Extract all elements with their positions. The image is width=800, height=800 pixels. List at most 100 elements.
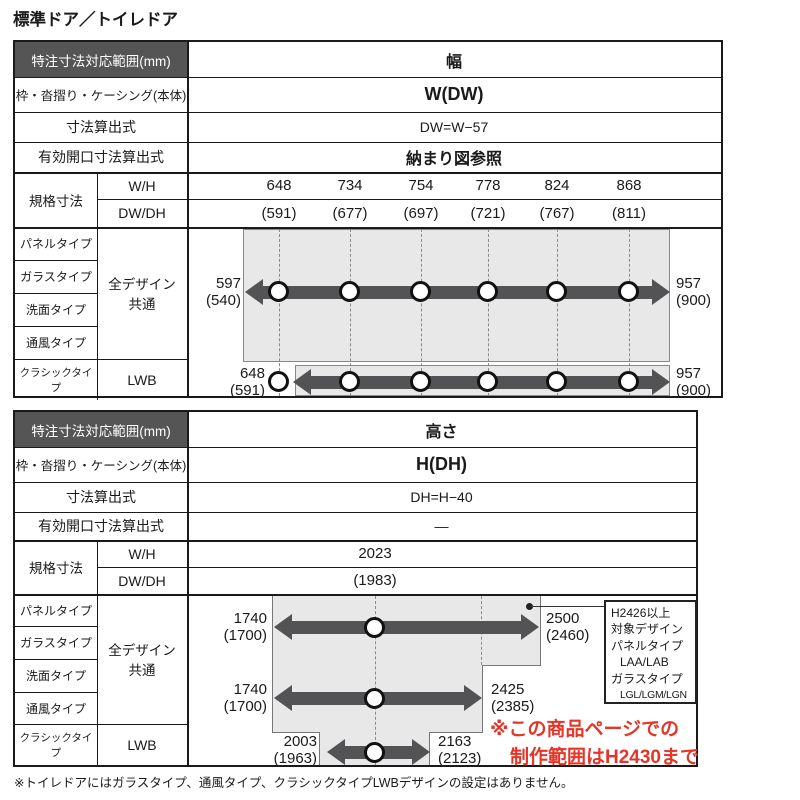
arrow-left-icon [327, 739, 345, 765]
width-spec-table: 特注寸法対応範囲(mm) 幅 枠・沓摺り・ケーシング(本体) W(DW) 寸法算… [13, 40, 723, 400]
callout-line: 対象デザイン [611, 622, 684, 637]
height-dimension-cell: 高さ [425, 423, 458, 441]
range-max-label: 2163 (2123) [438, 733, 514, 767]
range-min-label: 1740 (1700) [195, 610, 267, 644]
all-design-line2: 共通 [128, 663, 156, 678]
range-max: 957 [676, 275, 702, 292]
range-max: 2163 [438, 733, 472, 750]
frame-label: 枠・沓摺り・ケーシング(本体) [15, 89, 187, 103]
type-classic: クラシックタイプ [19, 731, 93, 759]
grid-line [97, 172, 98, 400]
callout-line: ガラスタイプ [611, 671, 683, 686]
range-max: 957 [676, 365, 702, 382]
dwdh-size: (767) [539, 204, 575, 222]
size-node [410, 371, 431, 392]
type-washroom: 洗面タイプ [25, 303, 86, 317]
arrow-right-icon [652, 369, 670, 395]
size-node [364, 617, 385, 638]
type-glass: ガラスタイプ [20, 636, 92, 650]
type-panel: パネルタイプ [19, 603, 92, 618]
dwdh-label: DW/DH [118, 205, 166, 221]
all-design-line2: 共通 [128, 297, 156, 312]
wh-size: 754 [408, 177, 434, 194]
range-min-label: 2003 (1963) [245, 733, 317, 767]
all-design-cell: 全デザイン 共通 [97, 227, 187, 359]
arrow-right-icon [521, 614, 539, 640]
formula-label: 寸法算出式 [66, 119, 136, 135]
type-classic: クラシックタイプ [19, 366, 93, 394]
all-design-line1: 全デザイン [108, 277, 176, 292]
red-note-line2: 制作範囲はH2430まで [510, 747, 699, 768]
arrow-left-icon [293, 369, 311, 395]
range-min-sub: (591) [229, 382, 265, 399]
callout-line: LAA/LAB [620, 655, 669, 670]
lwb-cell: LWB [127, 371, 157, 388]
dwdh-size: (811) [612, 204, 646, 222]
size-node [364, 742, 385, 763]
range-min-sub: (1963) [273, 750, 317, 767]
grid-line [15, 724, 187, 725]
grid-line [15, 447, 696, 448]
spec-range-header: 特注寸法対応範囲(mm) [15, 42, 187, 77]
callout-dot [526, 603, 533, 610]
red-note-line1: ※この商品ページでの [490, 719, 680, 740]
range-max: 2500 [546, 610, 580, 627]
size-node [339, 371, 360, 392]
range-max-sub: (900) [676, 382, 712, 399]
width-opening-cell: 納まり図参照 [405, 151, 502, 168]
width-formula-cell: DW=W−57 [419, 119, 489, 135]
wh-size: 2023 [358, 545, 392, 562]
size-node [268, 281, 289, 302]
grid-line [15, 172, 721, 174]
wh-size: 778 [475, 177, 501, 194]
dashed-guide [557, 229, 558, 396]
height-symbol-cell: H(DH) [416, 454, 467, 474]
range-max-sub: (2123) [438, 750, 482, 767]
range-max-label: 2425 (2385) [491, 681, 561, 715]
formula-label: 寸法算出式 [66, 489, 136, 505]
grid-line [15, 293, 97, 294]
dashed-guide [629, 229, 630, 396]
opening-formula-label: 有効開口寸法算出式 [38, 149, 164, 165]
region-outline [482, 665, 541, 666]
wh-label: W/H [128, 545, 156, 562]
region-outline [319, 732, 320, 765]
range-min: 2003 [283, 733, 317, 750]
dwdh-size: (721) [470, 204, 506, 222]
spec-range-header: 特注寸法対応範囲(mm) [15, 412, 187, 447]
type-vent: 通風タイプ [25, 701, 86, 716]
type-glass: ガラスタイプ [20, 270, 92, 284]
size-node [477, 281, 498, 302]
grid-line [15, 482, 696, 483]
dwdh-size: (677) [332, 204, 368, 222]
footnote: ※トイレドアにはガラスタイプ、通風タイプ、クラシックタイプLWBデザインの設定は… [14, 776, 574, 790]
all-design-line1: 全デザイン [108, 643, 176, 658]
grid-line [15, 77, 721, 78]
dashed-guide [375, 596, 376, 765]
size-node [364, 688, 385, 709]
range-max-label: 2500 (2460) [546, 610, 616, 644]
callout-line: パネルタイプ [611, 638, 684, 653]
range-min-sub: (1700) [223, 627, 267, 644]
size-node [618, 281, 639, 302]
callout-line: LGL/LGM/LGN [620, 689, 687, 702]
grid-line [15, 540, 696, 542]
page-title: 標準ドア／トイレドア [13, 11, 178, 29]
all-design-cell: 全デザイン 共通 [97, 594, 187, 724]
size-node [477, 371, 498, 392]
range-min-sub: (1700) [223, 698, 267, 715]
wh-size: 648 [266, 177, 292, 194]
arrow-left-icon [274, 614, 292, 640]
type-panel: パネルタイプ [19, 237, 92, 251]
width-symbol-cell: W(DW) [424, 84, 484, 104]
grid-line [15, 227, 721, 229]
dwdh-size: (591) [261, 204, 297, 222]
grid-line [15, 112, 721, 113]
range-max-sub: (900) [676, 292, 712, 309]
size-node [618, 371, 639, 392]
range-max-label: 957 (900) [676, 365, 736, 399]
range-arrow-all [263, 286, 652, 299]
dashed-guide [279, 229, 280, 396]
grid-line [15, 594, 696, 596]
